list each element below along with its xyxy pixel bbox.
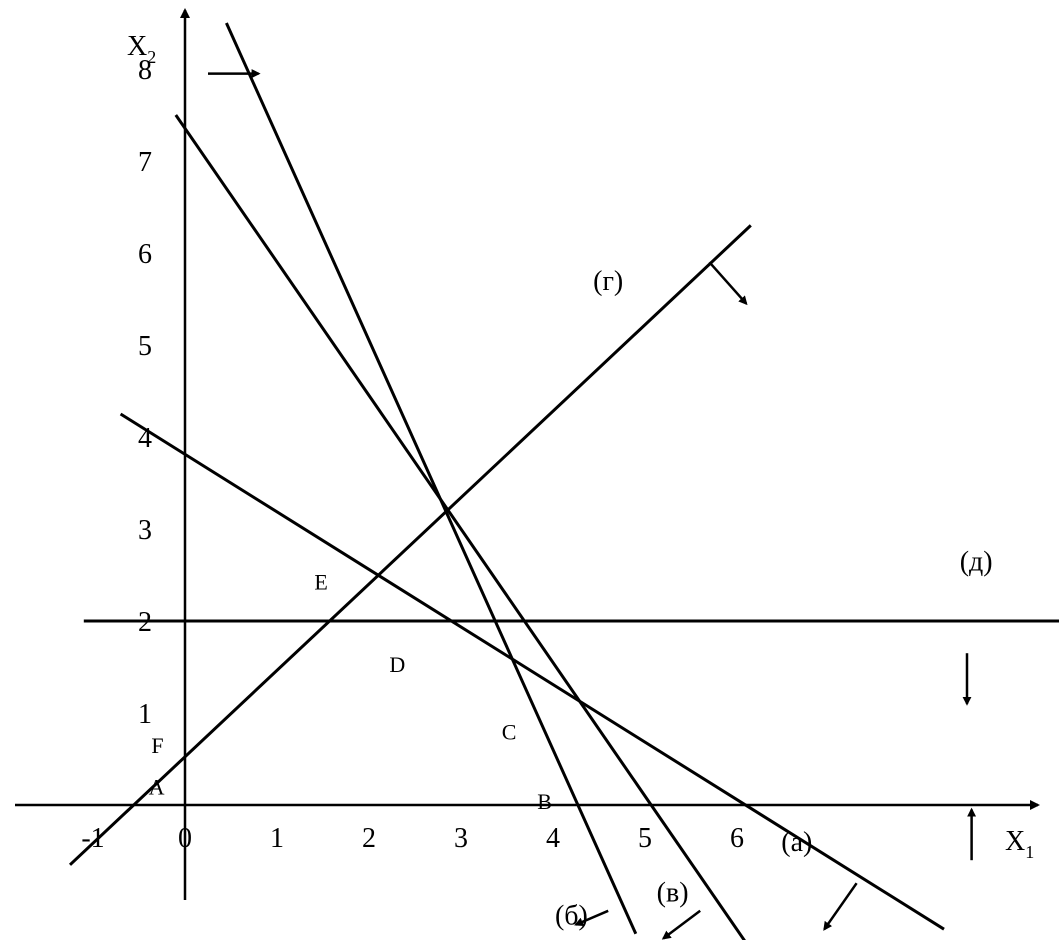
line-label-a: (а) [781,827,812,858]
point-label-F: F [151,733,163,758]
svg-text:5: 5 [638,823,652,854]
point-label-B: B [537,789,552,814]
x-axis-label: X1 [1005,826,1034,862]
svg-text:0: 0 [178,823,192,854]
line-g [70,225,751,864]
x-axis-ticks: -10123456 [81,823,744,854]
svg-text:6: 6 [730,823,744,854]
constraint-lines [70,23,1059,940]
svg-text:2: 2 [362,823,376,854]
direction-arrow-4 [824,883,856,929]
direction-arrow-1 [709,262,746,303]
svg-text:6: 6 [138,239,152,270]
line-b [226,23,635,934]
point-label-C: C [502,720,517,745]
svg-text:1: 1 [138,699,152,730]
y-axis-ticks: 12345678 [138,55,152,730]
svg-text:3: 3 [454,823,468,854]
svg-text:4: 4 [546,823,560,854]
lp-graph: -10123456 12345678 (а)(б)(в)(г)(д) AFBCD… [0,0,1063,940]
point-labels: AF B C D E [149,569,552,813]
svg-text:3: 3 [138,515,152,546]
line-labels: (а) (б) (в) (г) (д) [555,266,993,932]
axis-labels: X2 X1 [127,31,1034,862]
line-label-b: (б) [555,901,588,932]
svg-text:1: 1 [270,823,284,854]
axes [15,10,1038,900]
line-label-g: (г) [593,266,623,297]
point-label-A: A [149,774,165,799]
point-label-E: E [314,569,327,594]
line-label-v: (в) [657,878,689,909]
direction-arrow-5 [663,911,700,939]
line-label-d: (д) [960,546,993,577]
y-axis-label: X2 [127,31,156,67]
svg-text:7: 7 [138,147,152,178]
point-label-D: D [389,652,405,677]
line-v [176,115,746,940]
direction-arrows [208,74,972,939]
svg-text:5: 5 [138,331,152,362]
line-a [121,414,944,929]
